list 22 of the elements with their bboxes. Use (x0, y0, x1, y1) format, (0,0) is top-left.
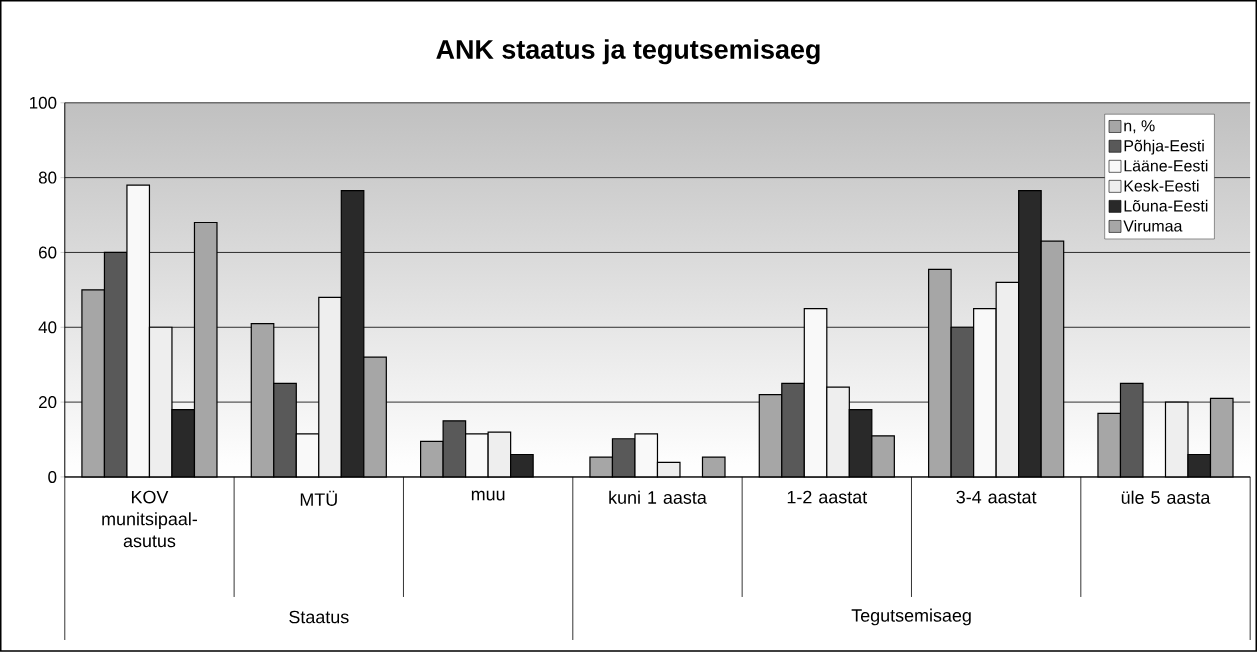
y-tick-label: 80 (38, 171, 57, 184)
y-tick-label: 20 (39, 396, 57, 409)
chart-title: ANK staatus ja tegutsemisaeg (436, 39, 820, 65)
y-tick-label: 100 (30, 96, 57, 109)
x-tick-label: MTÜ (300, 490, 337, 507)
x-tick-label: KOV munitsipaal-asutus (102, 490, 197, 548)
legend-label: Lõuna-Eesti (1124, 199, 1208, 212)
x-tick-label: kuni 1 aasta (609, 490, 707, 505)
x-tick-label: üle 5 aasta (1121, 490, 1211, 505)
legend-label: Lääne-Eesti (1124, 159, 1208, 172)
legend-label: Kesk-Eesti (1124, 179, 1199, 192)
legend-label: Põhja-Eesti (1124, 139, 1204, 155)
x-tick-label: muu (471, 490, 505, 501)
x-tick-label: 1-2 aastat (787, 490, 868, 504)
legend-label: n, % (1124, 120, 1155, 134)
y-tick-label: 60 (39, 246, 57, 259)
text: Staatus (289, 610, 349, 624)
y-tick-label: 0 (48, 471, 57, 484)
legend-label: Virumaa (1123, 220, 1183, 232)
y-tick-label: 40 (38, 321, 57, 334)
text: Tegutsemisaeg (851, 608, 971, 626)
x-tick-label: 3-4 aastat (956, 490, 1037, 504)
